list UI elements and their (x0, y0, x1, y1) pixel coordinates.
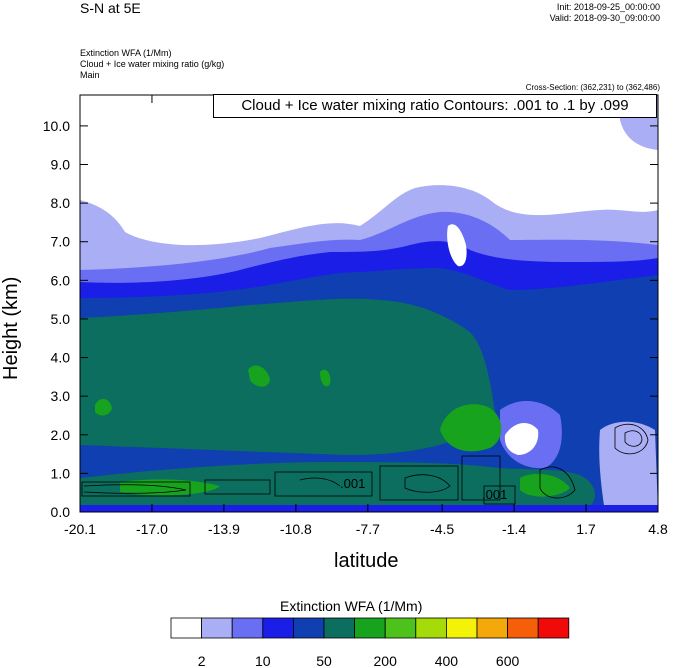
x-tick-label: -20.1 (64, 521, 96, 537)
field-label-main: Main (80, 70, 100, 80)
colorbar-swatch (323, 617, 356, 639)
colorbar-swatch (384, 617, 417, 639)
y-tick-label: 5.0 (51, 311, 71, 327)
y-tick-label: 6.0 (51, 272, 71, 288)
colorbar-swatch (231, 617, 264, 639)
colorbar-swatch (415, 617, 447, 639)
colorbar-swatch (537, 617, 570, 639)
contour-region-green (440, 404, 502, 452)
colorbar-swatch (445, 617, 478, 639)
colorbar-label: 2 (198, 653, 206, 668)
valid-time: Valid: 2018-09-30_09:00:00 (549, 13, 660, 23)
colorbar-swatch (476, 617, 509, 639)
y-tick-label: 4.0 (51, 350, 71, 366)
x-tick-label: -1.4 (502, 521, 526, 537)
x-tick-label: -17.0 (136, 521, 168, 537)
field-label-mixing-ratio: Cloud + Ice water mixing ratio (g/kg) (80, 59, 225, 69)
contour-labels: .001 .001 (340, 476, 507, 502)
colorbar-swatch (354, 617, 386, 639)
contour-value-label: .001 (482, 487, 507, 502)
colorbar-swatch (170, 617, 203, 639)
contour-region-teal (80, 298, 495, 455)
y-tick-label: 9.0 (51, 157, 71, 173)
colorbar-label: 200 (374, 653, 398, 668)
colorbar-label: 50 (316, 653, 332, 668)
y-tick-label: 0.0 (51, 504, 71, 520)
colorbar-label: 10 (255, 653, 271, 668)
colorbar-title: Extinction WFA (1/Mm) (280, 598, 423, 614)
colorbar-label: 400 (435, 653, 459, 668)
x-axis-title: latitude (334, 550, 399, 572)
colorbar-label: 600 (496, 653, 520, 668)
y-tick-label: 7.0 (51, 234, 71, 250)
colorbar-swatch (292, 617, 325, 639)
init-time: Init: 2018-09-25_00:00:00 (556, 2, 660, 12)
main-title: S-N at 5E (80, 0, 141, 16)
filled-contours (80, 95, 658, 512)
y-tick-label: 3.0 (51, 388, 71, 404)
contour-info-box: Cloud + Ice water mixing ratio Contours:… (213, 94, 657, 118)
x-tick-label: -10.8 (280, 521, 312, 537)
y-axis-title: Height (km) (0, 276, 22, 380)
axes: 0.0 1.0 2.0 3.0 4.0 5.0 6.0 7.0 8.0 9.0 10.0 -20.1 -… (43, 95, 668, 537)
x-tick-label: -7.7 (356, 521, 380, 537)
x-tick-label: -13.9 (208, 521, 240, 537)
y-tick-label: 10.0 (43, 118, 70, 134)
contour-value-label: .001 (340, 476, 365, 491)
field-label-extinction: Extinction WFA (1/Mm) (80, 48, 172, 58)
x-tick-label: 1.7 (576, 521, 596, 537)
x-tick-label: -4.5 (430, 521, 454, 537)
colorbar-swatch (201, 617, 233, 639)
x-tick-label: 4.8 (648, 521, 668, 537)
colorbar-swatch (262, 617, 294, 639)
colorbar: 2 10 50 200 400 600 (170, 617, 570, 668)
colorbar-swatch (507, 617, 539, 639)
y-tick-label: 8.0 (51, 195, 71, 211)
cross-section-label: Cross-Section: (362,231) to (362,486) (525, 83, 660, 92)
contour-lines (81, 423, 649, 505)
y-tick-label: 2.0 (51, 427, 71, 443)
y-tick-label: 1.0 (51, 465, 71, 481)
